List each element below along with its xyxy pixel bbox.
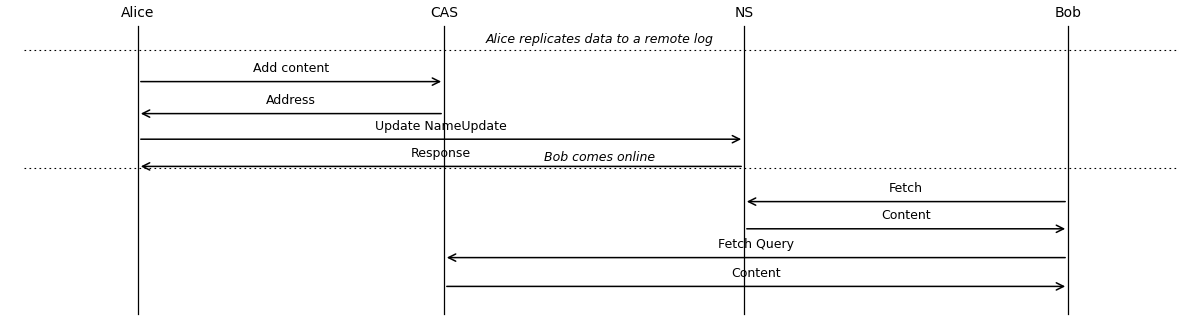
Text: Response: Response [410, 147, 472, 160]
Text: NS: NS [734, 6, 754, 20]
Text: CAS: CAS [430, 6, 458, 20]
Text: Alice: Alice [121, 6, 155, 20]
Text: Bob comes online: Bob comes online [545, 151, 655, 164]
Text: Fetch Query: Fetch Query [718, 238, 794, 251]
Text: Bob: Bob [1055, 6, 1081, 20]
Text: Address: Address [266, 94, 316, 107]
Text: Alice replicates data to a remote log: Alice replicates data to a remote log [486, 33, 714, 46]
Text: Content: Content [731, 267, 781, 280]
Text: Fetch: Fetch [889, 182, 923, 195]
Text: Content: Content [881, 209, 931, 222]
Text: Update NameUpdate: Update NameUpdate [376, 120, 506, 133]
Text: Add content: Add content [253, 62, 329, 75]
